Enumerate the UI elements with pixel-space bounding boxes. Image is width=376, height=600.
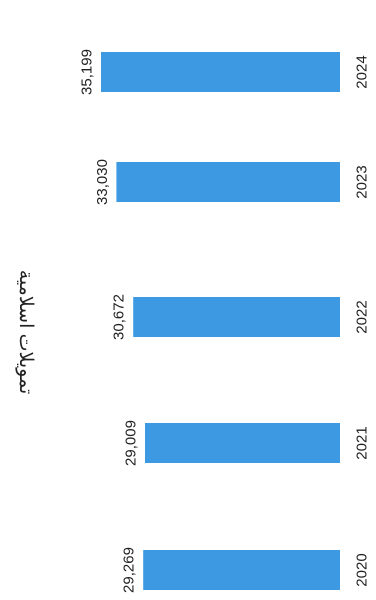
category-label-2023: 2023 [354,165,371,198]
category-label-2022: 2022 [354,300,371,333]
bar-2021 [145,423,340,463]
value-label-2022: 30,672 [111,294,128,340]
category-label-2024: 2024 [354,55,371,88]
category-label-2021: 2021 [354,426,371,459]
bar-2022 [133,297,340,337]
chart-title: تمويلات اسلامية [15,270,36,395]
value-label-2023: 33,030 [94,159,111,205]
value-label-2021: 29,009 [123,420,140,466]
category-label-2020: 2020 [354,553,371,586]
bar-2024 [101,52,340,92]
labels-group: 29,269 2020 29,009 2021 30,672 2022 33,030 2023… [79,49,371,593]
bar-2023 [116,162,341,202]
value-label-2024: 35,199 [79,49,96,95]
bars-group [101,52,341,590]
value-label-2020: 29,269 [121,547,138,593]
bar-2020 [143,550,340,590]
